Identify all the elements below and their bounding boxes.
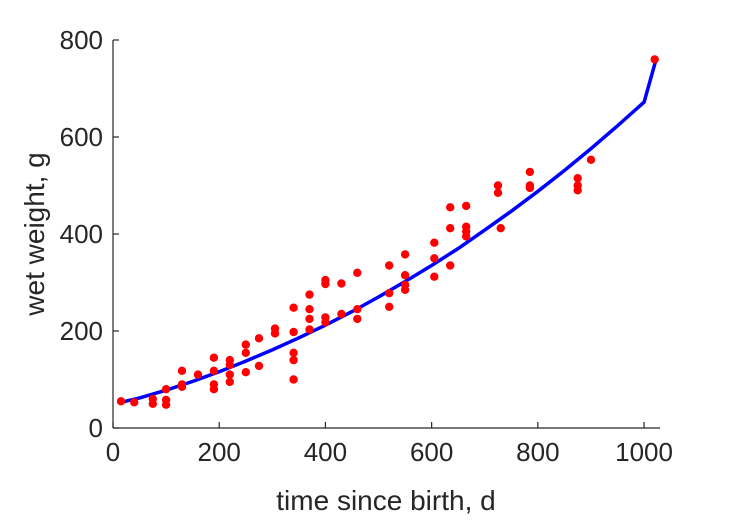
data-point xyxy=(446,203,455,212)
data-point xyxy=(225,360,234,370)
fit-curve xyxy=(120,59,658,405)
data-point xyxy=(462,232,471,241)
data-point xyxy=(209,353,219,362)
y-tick-label: 200 xyxy=(60,316,103,346)
data-point xyxy=(493,188,503,197)
x-ticks: 0 200 400 600 800 1000 xyxy=(106,422,673,467)
y-tick-label: 600 xyxy=(60,122,103,152)
data-point xyxy=(493,181,503,190)
y-axis-label: wet weight, g xyxy=(19,152,50,316)
data-point xyxy=(241,348,250,357)
axes xyxy=(112,40,660,429)
data-point xyxy=(289,303,298,312)
data-point xyxy=(573,186,582,195)
y-tick-label: 400 xyxy=(60,219,103,249)
data-point xyxy=(116,397,126,406)
y-tick-label: 800 xyxy=(60,25,103,55)
data-point xyxy=(305,325,314,334)
data-point xyxy=(353,268,362,277)
data-point xyxy=(289,375,298,384)
data-point xyxy=(337,309,346,319)
data-point xyxy=(430,272,439,281)
data-point xyxy=(496,224,505,233)
data-point xyxy=(177,366,187,375)
data-point xyxy=(270,329,280,338)
data-point xyxy=(241,368,250,377)
data-point xyxy=(289,355,298,365)
x-tick-label: 1000 xyxy=(615,437,673,467)
data-point xyxy=(225,370,234,379)
data-point xyxy=(353,305,362,314)
data-point xyxy=(385,289,394,298)
data-points xyxy=(116,55,659,409)
data-point xyxy=(353,314,362,324)
data-point xyxy=(161,385,171,394)
x-tick-label: 600 xyxy=(410,437,453,467)
data-point xyxy=(430,238,439,247)
x-tick-label: 800 xyxy=(516,437,559,467)
x-tick-label: 400 xyxy=(304,437,347,467)
data-point xyxy=(385,261,394,270)
data-point xyxy=(225,377,234,387)
data-point xyxy=(289,348,298,357)
data-point xyxy=(241,340,250,349)
data-point xyxy=(337,279,346,288)
data-point xyxy=(193,370,203,379)
data-point xyxy=(462,201,471,211)
y-ticks: 0 200 400 600 800 xyxy=(60,25,119,443)
data-point xyxy=(446,261,455,270)
data-point xyxy=(400,285,410,294)
data-point xyxy=(289,327,298,337)
data-point xyxy=(525,183,535,193)
data-point xyxy=(254,334,264,343)
fit-curve-group xyxy=(120,59,658,405)
data-point xyxy=(573,174,582,183)
data-point xyxy=(305,290,314,299)
x-tick-label: 200 xyxy=(198,437,241,467)
data-point xyxy=(177,382,187,391)
data-point xyxy=(446,224,455,233)
data-point xyxy=(161,400,171,409)
data-point xyxy=(321,279,330,289)
data-point xyxy=(400,250,410,259)
data-point xyxy=(209,385,219,394)
data-point xyxy=(305,314,314,324)
data-point xyxy=(321,318,330,327)
data-point xyxy=(586,155,596,164)
data-point xyxy=(209,366,219,375)
data-point xyxy=(148,399,157,408)
data-point xyxy=(385,302,394,311)
data-point xyxy=(525,167,535,177)
data-point xyxy=(430,254,439,263)
data-point xyxy=(650,55,659,64)
data-point xyxy=(305,305,314,314)
data-point xyxy=(130,398,139,407)
data-point xyxy=(254,361,264,371)
y-tick-label: 0 xyxy=(89,413,103,443)
data-point xyxy=(400,271,410,280)
x-axis-label: time since birth, d xyxy=(276,485,495,516)
x-tick-label: 0 xyxy=(106,437,120,467)
